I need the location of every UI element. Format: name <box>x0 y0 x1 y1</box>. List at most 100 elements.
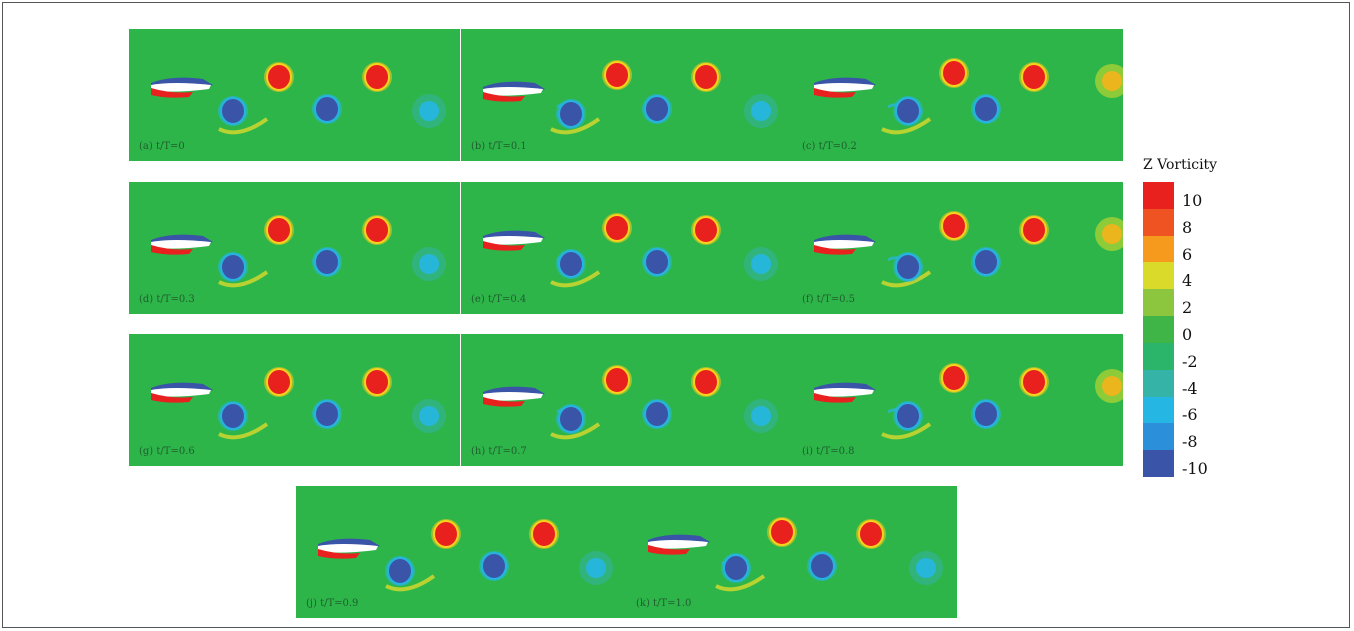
decaying-vortex <box>909 551 943 585</box>
positive-vortex <box>602 365 632 395</box>
negative-vortex <box>312 247 342 277</box>
panel-c: (c) t/T=0.2 <box>792 29 1123 161</box>
colorbar-tick: -10 <box>1182 459 1208 478</box>
colorbar-tick: -4 <box>1182 378 1198 398</box>
airfoil <box>483 81 545 102</box>
negative-vortex <box>642 399 672 429</box>
positive-vortex <box>691 215 721 245</box>
positive-vortex <box>362 215 392 245</box>
decaying-vortex <box>1095 369 1123 403</box>
negative-vortex <box>971 247 1001 277</box>
panel-label: (f) t/T=0.5 <box>802 294 856 305</box>
vorticity-field <box>151 215 446 288</box>
positive-vortex <box>856 519 886 549</box>
vorticity-field <box>483 60 778 135</box>
airfoil <box>151 77 213 98</box>
negative-vortex <box>642 247 672 277</box>
vorticity-field <box>483 365 778 440</box>
negative-vortex <box>556 249 586 279</box>
colorbar-tick: 4 <box>1182 271 1193 291</box>
panel-label: (d) t/T=0.3 <box>139 294 195 305</box>
panel-g: (g) t/T=0.6 <box>129 334 460 466</box>
airfoil <box>814 234 876 255</box>
airfoil <box>648 534 710 555</box>
airfoil <box>814 382 876 403</box>
negative-vortex <box>218 401 248 431</box>
negative-vortex <box>721 553 751 583</box>
panel-b: (b) t/T=0.1 <box>461 29 792 161</box>
negative-vortex <box>385 556 415 586</box>
panel-e: (e) t/T=0.4 <box>461 182 792 314</box>
decaying-vortex <box>412 399 446 433</box>
vorticity-field <box>814 58 1123 135</box>
negative-vortex <box>642 94 672 124</box>
decaying-vortex <box>412 94 446 128</box>
panel-label: (c) t/T=0.2 <box>802 141 857 152</box>
colorbar-swatch <box>1143 208 1174 236</box>
colorbar-tick: -2 <box>1182 351 1198 371</box>
colorbar <box>1143 182 1174 477</box>
colorbar-tick: 6 <box>1182 244 1193 264</box>
panel-label: (h) t/T=0.7 <box>471 446 527 457</box>
decaying-vortex <box>744 247 778 281</box>
positive-vortex <box>1019 215 1049 245</box>
negative-vortex <box>893 252 923 282</box>
colorbar-swatch <box>1143 396 1174 424</box>
negative-vortex <box>312 399 342 429</box>
airfoil <box>483 386 545 407</box>
negative-vortex <box>556 99 586 129</box>
colorbar-tick: 10 <box>1182 191 1203 210</box>
panel-label: (a) t/T=0 <box>139 141 185 152</box>
negative-vortex <box>312 94 342 124</box>
vorticity-field <box>814 363 1123 440</box>
panel-k: (k) t/T=1.0 <box>626 486 957 618</box>
vorticity-field <box>648 517 943 592</box>
panel-h: (h) t/T=0.7 <box>461 334 792 466</box>
panel-f: (f) t/T=0.5 <box>792 182 1123 314</box>
colorbar-swatch <box>1143 342 1174 370</box>
panel-label: (e) t/T=0.4 <box>471 294 527 305</box>
panel-i: (i) t/T=0.8 <box>792 334 1123 466</box>
positive-vortex <box>691 62 721 92</box>
positive-vortex <box>264 367 294 397</box>
airfoil <box>318 538 380 559</box>
negative-vortex <box>893 401 923 431</box>
colorbar-tick: -8 <box>1182 432 1198 452</box>
negative-vortex <box>971 399 1001 429</box>
negative-vortex <box>807 551 837 581</box>
vorticity-field <box>318 519 613 592</box>
positive-vortex <box>264 215 294 245</box>
colorbar-tick: -6 <box>1182 405 1198 425</box>
decaying-vortex <box>744 94 778 128</box>
negative-vortex <box>218 252 248 282</box>
positive-vortex <box>939 363 969 393</box>
positive-vortex <box>529 519 559 549</box>
colorbar-tick: 2 <box>1182 298 1193 318</box>
panel-label: (k) t/T=1.0 <box>636 598 692 609</box>
colorbar-tick: 8 <box>1182 217 1193 237</box>
negative-vortex <box>893 96 923 126</box>
panel-label: (j) t/T=0.9 <box>306 598 359 609</box>
legend-title: Z Vorticity <box>1143 157 1218 173</box>
airfoil <box>814 77 876 98</box>
panel-a: (a) t/T=0 <box>129 29 460 161</box>
decaying-vortex <box>412 247 446 281</box>
colorbar-swatch <box>1143 316 1174 343</box>
colorbar-swatch <box>1143 235 1174 263</box>
colorbar-tick: 0 <box>1182 325 1193 344</box>
colorbar-swatch <box>1143 262 1174 290</box>
negative-vortex <box>218 96 248 126</box>
negative-vortex <box>971 94 1001 124</box>
decaying-vortex <box>744 399 778 433</box>
panel-j: (j) t/T=0.9 <box>296 486 627 618</box>
panel-d: (d) t/T=0.3 <box>129 182 460 314</box>
positive-vortex <box>939 58 969 88</box>
positive-vortex <box>362 62 392 92</box>
positive-vortex <box>602 60 632 90</box>
decaying-vortex <box>579 551 613 585</box>
panel-label: (g) t/T=0.6 <box>139 446 195 457</box>
positive-vortex <box>1019 367 1049 397</box>
positive-vortex <box>1019 62 1049 92</box>
negative-vortex <box>479 551 509 581</box>
